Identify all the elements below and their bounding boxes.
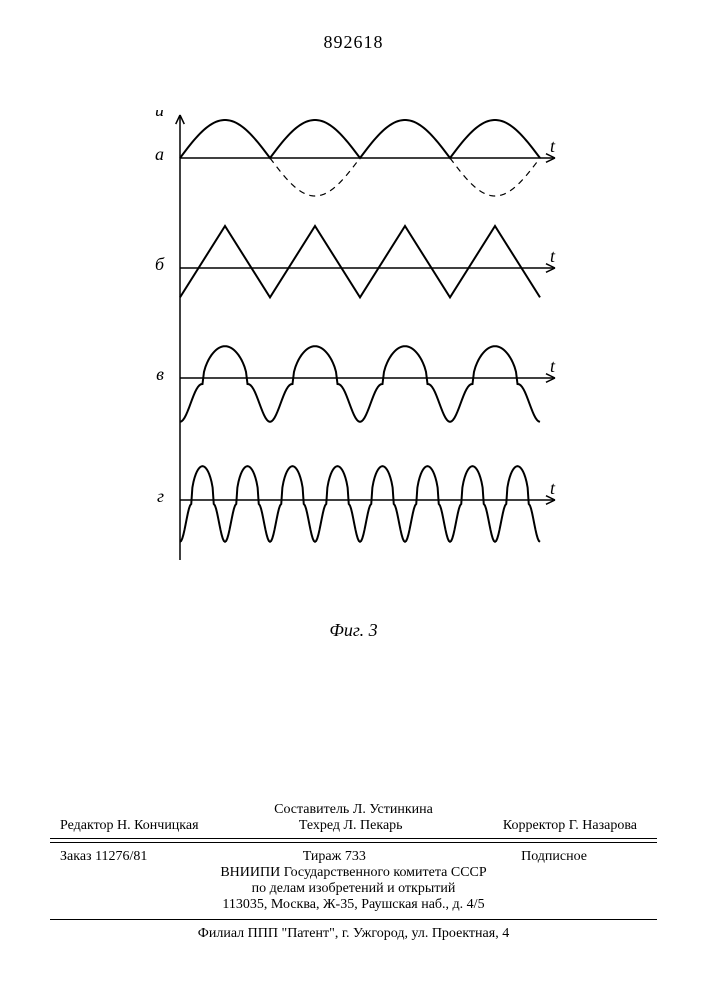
order-row: Заказ 11276/81 Тираж 733 Подписное [0,847,707,865]
compiler-label: Составитель [274,802,349,817]
svg-text:t: t [550,478,556,498]
svg-text:и: и [155,110,164,120]
tech: Техред Л. Пекарь [299,818,403,834]
svg-text:а: а [155,144,164,164]
address: 113035, Москва, Ж-35, Раушская наб., д. … [0,897,707,913]
subscription: Подписное [521,849,587,865]
figure-3: и t а t б t в t г [150,110,560,610]
tirazh: Тираж 733 [303,849,366,865]
corrector: Корректор Г. Назарова [503,818,637,834]
order: Заказ 11276/81 [60,849,147,865]
document-number: 892618 [0,32,707,53]
corrector-label: Корректор [503,818,565,833]
editor-label: Редактор [60,818,114,833]
org-line2: по делам изобретений и открытий [0,881,707,897]
order-value: 11276/81 [95,849,147,864]
editor: Редактор Н. Кончицкая [60,818,199,834]
svg-text:б: б [155,254,165,274]
corrector-name: Г. Назарова [569,818,637,833]
branch: Филиал ППП "Патент", г. Ужгород, ул. Про… [0,926,707,942]
svg-text:в: в [156,364,164,384]
tech-name: Л. Пекарь [344,818,403,833]
tirazh-value: 733 [345,849,366,864]
svg-text:г: г [157,486,164,506]
divider-double [50,838,657,843]
editor-name: Н. Кончицкая [117,818,199,833]
svg-text:t: t [550,246,556,266]
tech-label: Техред [299,818,340,833]
figure-caption: Фиг. 3 [0,620,707,641]
compiler-name: Л. Устинкина [353,802,433,817]
compiler-line: Составитель Л. Устинкина [0,802,707,818]
staff-row: Редактор Н. Кончицкая Техред Л. Пекарь К… [0,818,707,834]
page: 892618 и t а t б t в t г Фиг. 3 Составитель Л. У… [0,0,707,1000]
svg-text:t: t [550,136,556,156]
waveform-diagram: и t а t б t в t г [150,110,560,610]
credits-block: Составитель Л. Устинкина Редактор Н. Кон… [0,802,707,942]
svg-text:t: t [550,356,556,376]
tirazh-label: Тираж [303,849,342,864]
order-label: Заказ [60,849,92,864]
divider-single [50,919,657,920]
org-line1: ВНИИПИ Государственного комитета СССР [0,865,707,881]
